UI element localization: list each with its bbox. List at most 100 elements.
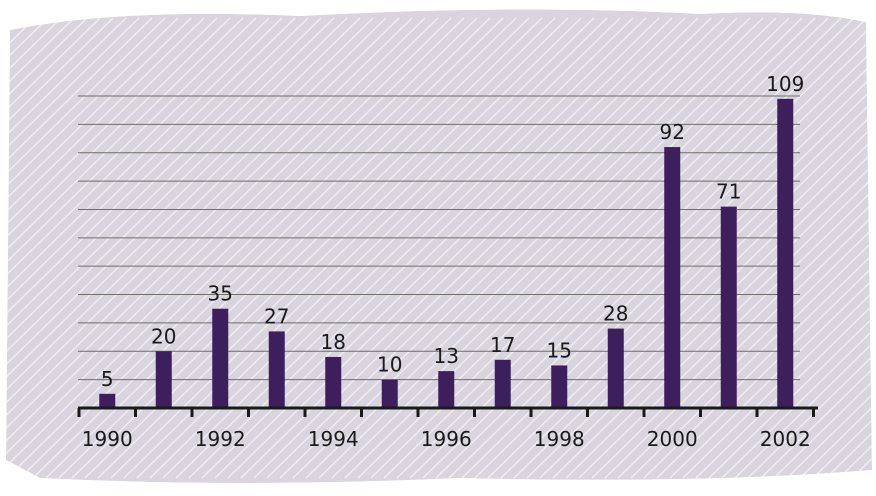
data-label-1995: 10: [377, 353, 402, 377]
bar-1997: [494, 359, 511, 408]
scribble-stroke: [6, 17, 374, 479]
scribble-stroke: [396, 17, 868, 479]
data-label-1998: 15: [547, 338, 572, 362]
scribble-stroke: [110, 17, 582, 479]
scribble-stroke: [6, 17, 400, 479]
scribble-stroke: [773, 17, 872, 479]
scribble-stroke: [357, 17, 829, 479]
scribble-stroke: [6, 17, 101, 479]
scribble-stroke: [6, 17, 153, 479]
scribble-stroke: [383, 17, 855, 479]
scribble-background: [6, 9, 872, 483]
scribble-stroke: [19, 17, 491, 479]
scribble-stroke: [6, 17, 270, 479]
scribble-stroke: [6, 17, 387, 479]
data-label-1990: 5: [101, 367, 114, 391]
scribble-stroke: [71, 17, 543, 479]
scribble-stroke: [526, 17, 872, 479]
scribble-stroke: [214, 17, 686, 479]
data-label-1999: 28: [603, 302, 628, 326]
bar-1993: [268, 331, 285, 408]
data-label-2002: 109: [766, 72, 804, 96]
scribble-stroke: [6, 17, 179, 479]
scribble-stroke: [6, 17, 192, 479]
scribble-stroke: [760, 17, 872, 479]
scribble-stroke: [6, 17, 361, 479]
data-label-1993: 27: [264, 304, 289, 328]
x-tick-label-1990: 1990: [82, 427, 133, 451]
data-label-2001: 71: [716, 180, 741, 204]
scribble-stroke: [149, 17, 621, 479]
scribble-stroke: [448, 17, 872, 479]
scribble-stroke: [240, 17, 712, 479]
scribble-stroke: [6, 17, 478, 479]
scribble-stroke: [565, 17, 872, 479]
x-tick-label-1998: 1998: [534, 427, 585, 451]
scribble-stroke: [695, 17, 872, 479]
scribble-stroke: [344, 17, 816, 479]
x-tick-label-2000: 2000: [647, 427, 698, 451]
scribble-stroke: [747, 17, 872, 479]
scribble-stroke: [162, 17, 634, 479]
bar-1994: [325, 356, 342, 408]
scribble-stroke: [6, 17, 296, 479]
bar-1996: [438, 371, 455, 408]
x-tick-label-2002: 2002: [760, 427, 811, 451]
bar-1999: [607, 328, 624, 408]
scribble-stroke: [6, 17, 257, 479]
scribble-stroke: [786, 17, 872, 479]
scribble-stroke: [669, 17, 872, 479]
scribble-stroke: [6, 17, 413, 479]
scribble-stroke: [6, 17, 231, 479]
scribble-stroke: [6, 17, 140, 479]
scribble-stroke: [6, 17, 335, 479]
bar-1995: [381, 379, 398, 408]
scribble-stroke: [6, 17, 205, 479]
scribble-stroke: [604, 17, 872, 479]
scribble-stroke: [6, 17, 322, 479]
data-label-1994: 18: [321, 330, 346, 354]
scribble-stroke: [6, 17, 127, 479]
scribble-stroke: [175, 17, 647, 479]
scribble-stroke: [6, 17, 465, 479]
scribble-stroke: [409, 17, 872, 479]
scribble-stroke: [6, 17, 244, 479]
x-tick-label-1992: 1992: [195, 427, 246, 451]
scribble-stroke: [630, 17, 872, 479]
data-label-1997: 17: [490, 333, 515, 357]
scribble-stroke: [6, 17, 218, 479]
data-label-2000: 92: [660, 120, 685, 144]
scribble-stroke: [97, 17, 569, 479]
bar-1998: [551, 365, 568, 408]
data-label-1992: 35: [208, 282, 233, 306]
data-label-1991: 20: [151, 324, 176, 348]
scribble-stroke: [6, 17, 452, 479]
bar-1990: [99, 393, 116, 408]
x-tick-label-1996: 1996: [421, 427, 472, 451]
scribble-stroke: [6, 17, 439, 479]
scribble-stroke: [6, 17, 166, 479]
bar-2000: [664, 147, 681, 408]
scribble-stroke: [6, 17, 426, 479]
bars: [99, 98, 794, 408]
scribble-stroke: [513, 17, 872, 479]
scribble-stroke: [6, 17, 114, 479]
bar-1992: [212, 308, 229, 408]
scribble-stroke: [45, 17, 517, 479]
bar-2001: [720, 206, 737, 408]
scribble-stroke: [6, 17, 309, 479]
scribble-stroke: [734, 17, 872, 479]
scribble-stroke: [188, 17, 660, 479]
x-axis: 1990 1992 1994 1996 1998 2000 2002: [77, 406, 818, 451]
bar-1991: [155, 351, 172, 408]
scribble-stroke: [617, 17, 872, 479]
scribble-stroke: [266, 17, 738, 479]
scribble-stroke: [682, 17, 872, 479]
scribble-stroke: [292, 17, 764, 479]
scribble-stroke: [6, 17, 348, 479]
scribble-stroke: [578, 17, 872, 479]
scribble-stroke: [6, 17, 283, 479]
scribble-stroke: [331, 17, 803, 479]
data-label-1996: 13: [434, 344, 459, 368]
